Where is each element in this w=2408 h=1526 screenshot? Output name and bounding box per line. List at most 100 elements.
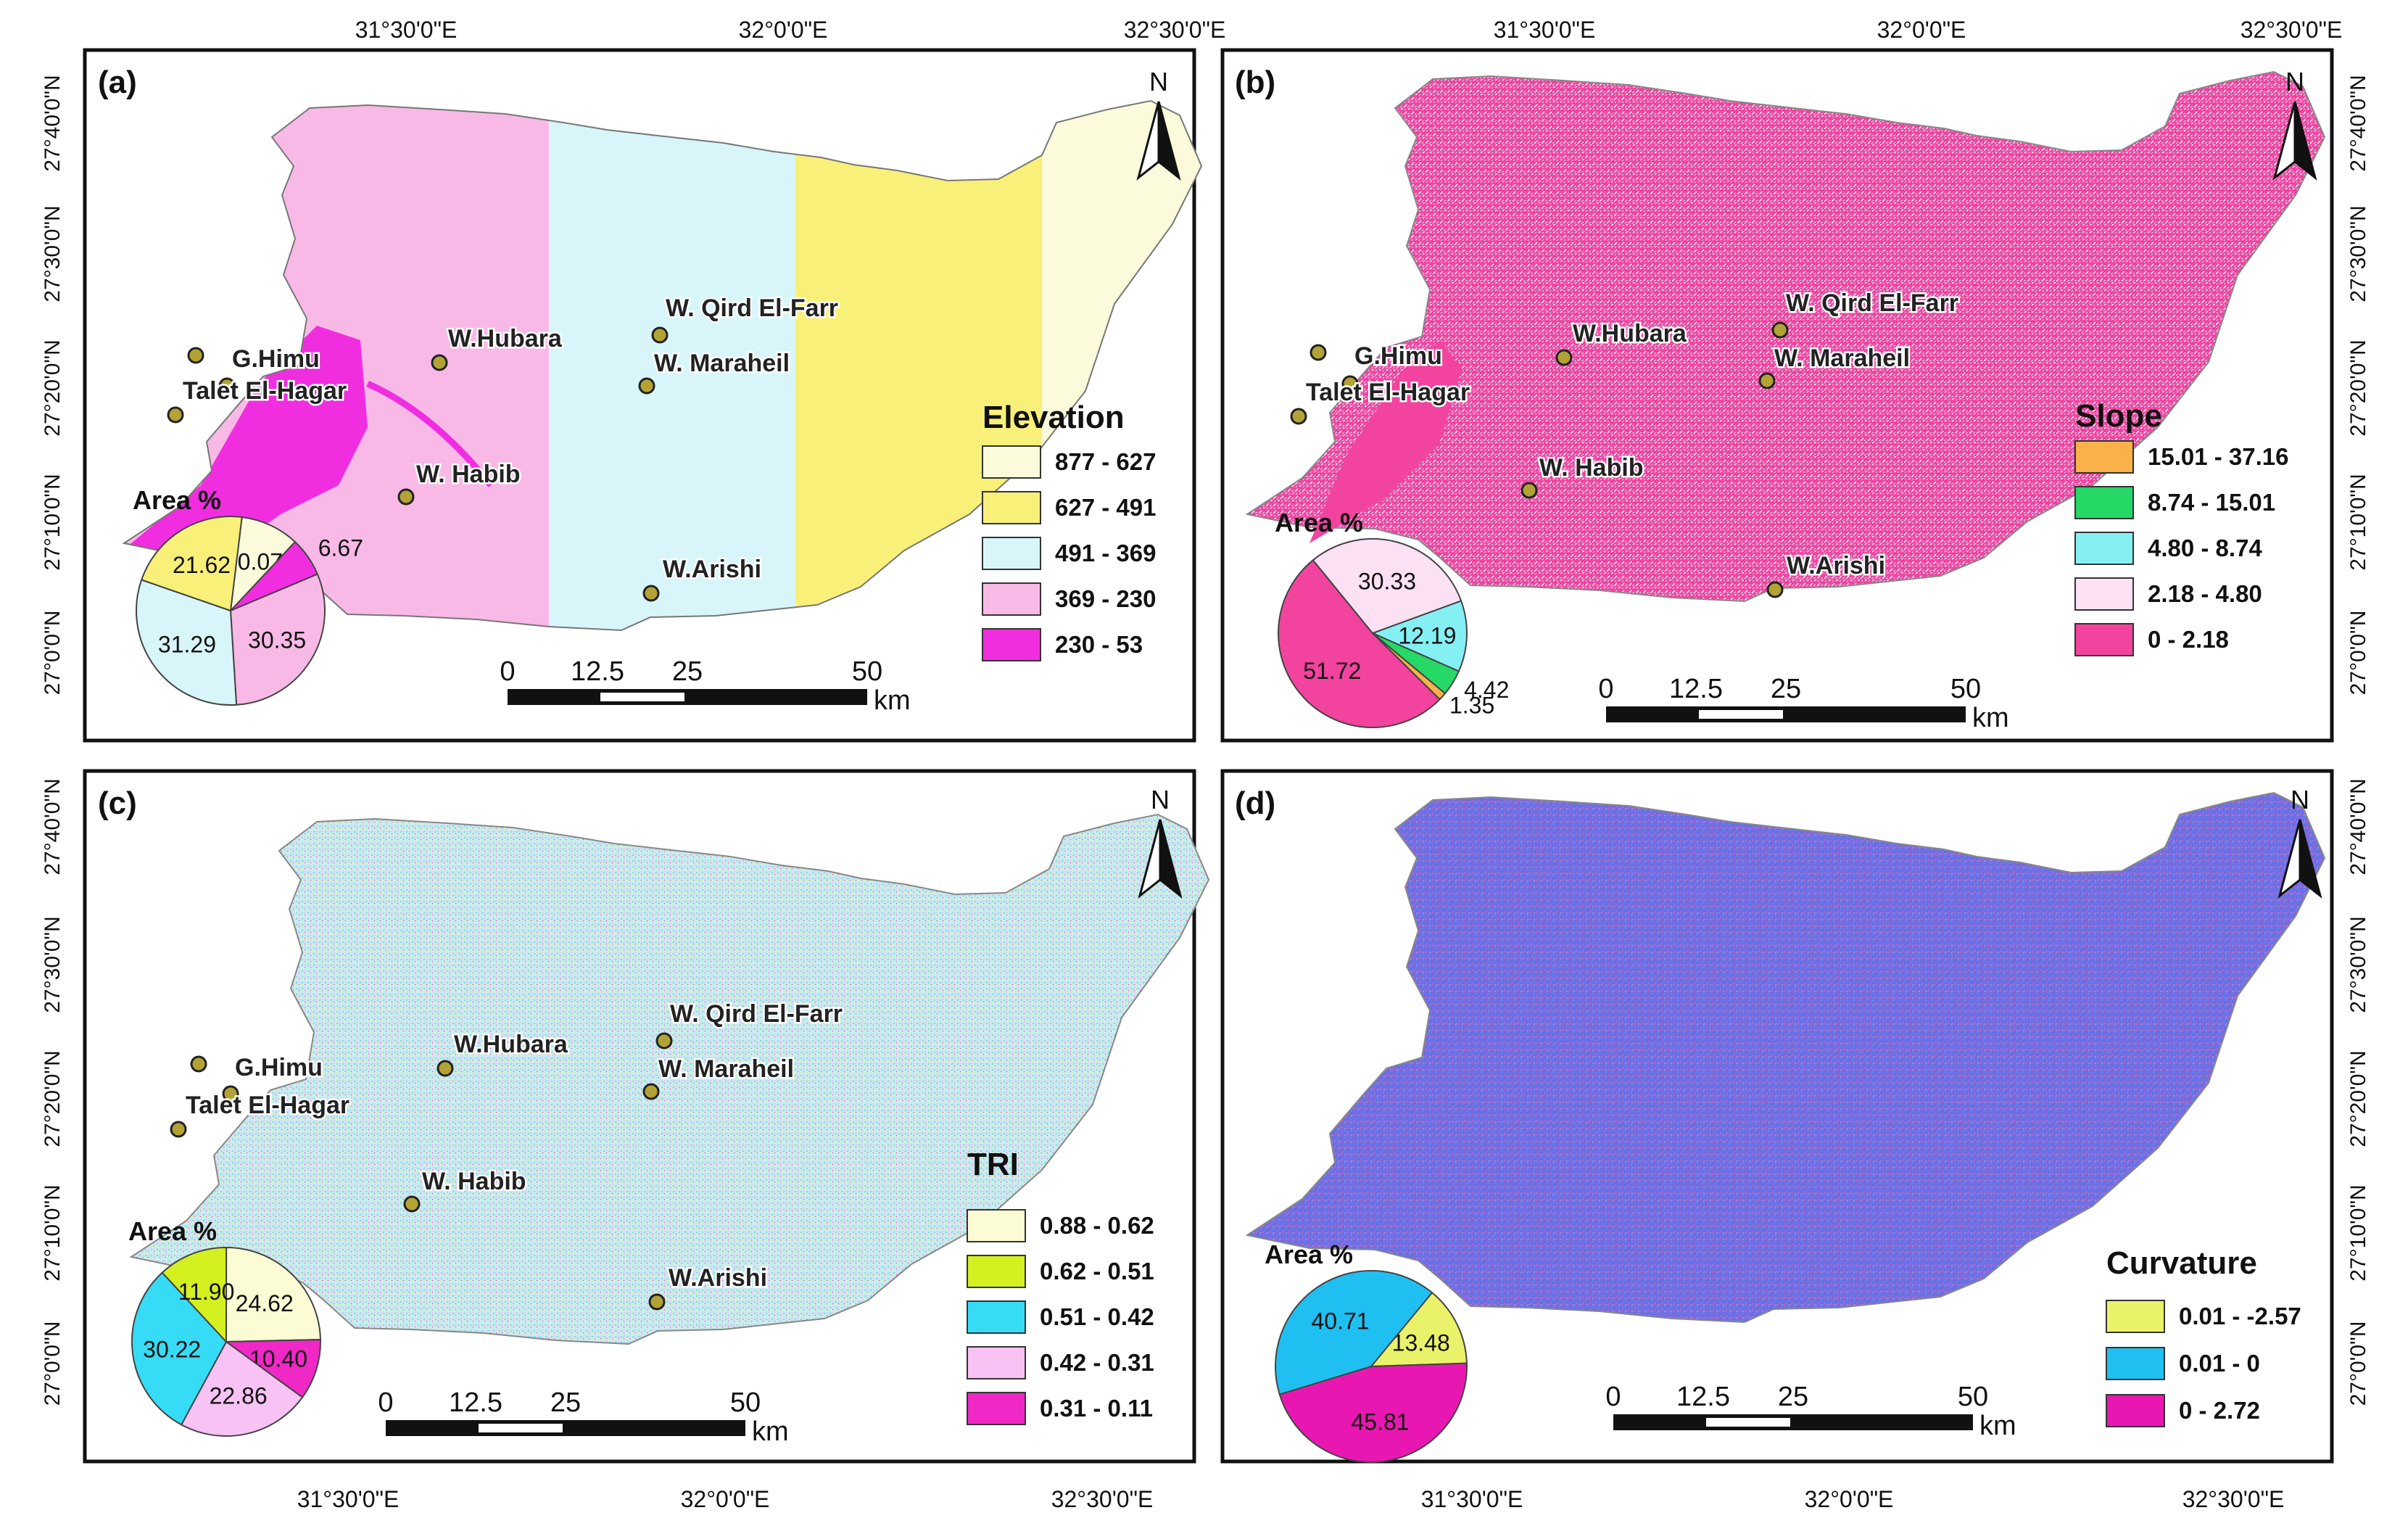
pie-slice bbox=[1275, 1270, 1433, 1395]
right-axis-label: 27°10'0"N bbox=[2346, 474, 2370, 570]
panel-a-frame bbox=[83, 48, 1196, 743]
panel-c-frame bbox=[83, 769, 1196, 1464]
legend: Slope 15.01 - 37.16 8.74 - 15.01 4.80 - 8.7… bbox=[2074, 398, 2289, 656]
location-label: G.Himu bbox=[1354, 342, 1442, 370]
bottom-axis-label: 32°0'0"E bbox=[1805, 1486, 1894, 1512]
flat-lake-area bbox=[1309, 340, 1462, 543]
north-label: N bbox=[1149, 67, 1168, 96]
bottom-axis-label: 31°30'0"E bbox=[1421, 1486, 1523, 1512]
pie-value-label: 30.22 bbox=[143, 1336, 201, 1362]
location-dot bbox=[170, 1121, 187, 1138]
legend-label: 0.62 - 0.51 bbox=[1040, 1258, 1154, 1284]
right-axis-label: 27°30'0"N bbox=[2346, 916, 2370, 1012]
legend-label: 491 - 369 bbox=[1055, 540, 1156, 566]
top-axis-label: 31°30'0"E bbox=[355, 17, 458, 43]
legend-swatch bbox=[2074, 623, 2134, 656]
bottom-axis-label: 32°30'0"E bbox=[2182, 1486, 2285, 1512]
location-dot bbox=[431, 354, 448, 371]
pie-value-label: 21.62 bbox=[173, 552, 231, 578]
location-label: W. Maraheil bbox=[658, 1055, 794, 1083]
pie-title: Area % bbox=[128, 1216, 217, 1246]
scale-tick-label: 0 bbox=[1605, 1382, 1621, 1412]
left-axis-label: 27°40'0"N bbox=[41, 778, 65, 875]
location-dot bbox=[167, 406, 184, 424]
wadi-channel bbox=[366, 380, 494, 487]
panel-tag: (d) bbox=[1235, 785, 1275, 821]
legend-label: 4.80 - 8.74 bbox=[2148, 535, 2262, 561]
location-dot bbox=[1771, 321, 1789, 339]
pie-slice bbox=[224, 1338, 321, 1399]
panel-b: (b) N G.Himu Talet El-Hagar W.Hubara W. Qird … bbox=[1235, 65, 2326, 733]
location-dot bbox=[638, 377, 655, 395]
pie-value-label: 31.29 bbox=[158, 632, 216, 658]
panel-b-frame bbox=[1220, 48, 2334, 743]
north-label: N bbox=[2285, 67, 2304, 96]
location-label: Talet El-Hagar bbox=[183, 377, 347, 405]
pie-value-label: 22.86 bbox=[210, 1383, 268, 1409]
location-label: W. Qird El-Farr bbox=[666, 294, 838, 322]
right-axis-label: 27°20'0"N bbox=[2346, 1050, 2370, 1147]
location-dot bbox=[642, 1083, 660, 1100]
legend-label: 15.01 - 37.16 bbox=[2148, 443, 2289, 470]
location-dot bbox=[190, 1055, 207, 1073]
scale-unit: km bbox=[752, 1416, 789, 1447]
scale-segment bbox=[1613, 1414, 1973, 1430]
scale-unit: km bbox=[1972, 703, 2009, 733]
right-axis-label: 27°10'0"N bbox=[2346, 1184, 2370, 1281]
legend-swatch bbox=[2074, 577, 2134, 611]
location-label: G.Himu bbox=[235, 1054, 323, 1081]
elevation-band bbox=[795, 101, 1042, 630]
legend-title: Curvature bbox=[2106, 1245, 2257, 1281]
scale-tick-label: 0 bbox=[378, 1387, 393, 1418]
location-dot bbox=[436, 1060, 454, 1077]
panel-tag: (c) bbox=[98, 785, 137, 821]
scale-tick-label: 50 bbox=[1950, 674, 1981, 704]
top-axis-label: 32°0'0"E bbox=[739, 17, 828, 43]
left-axis-label: 27°40'0"N bbox=[41, 75, 65, 171]
legend: Curvature 0.01 - -2.57 0.01 - 0 0 - 2.72 bbox=[2106, 1245, 2301, 1427]
left-axis-label: 27°0'0"N bbox=[41, 1321, 65, 1406]
low-elevation-lake bbox=[124, 326, 368, 558]
pie-value-label: 4.42 bbox=[1464, 677, 1509, 703]
left-axis-label: 27°20'0"N bbox=[41, 1050, 65, 1147]
north-arrow: N bbox=[2277, 785, 2322, 899]
location-label: Talet El-Hagar bbox=[1306, 379, 1470, 406]
north-arrow: N bbox=[1136, 67, 1181, 181]
panel-a: (a) N G.Himu Talet El-Hagar W.Hubara W. Qird … bbox=[98, 65, 1203, 716]
north-arrow-right bbox=[1159, 819, 1183, 899]
location-dot bbox=[655, 1032, 673, 1049]
location-label: G.Himu bbox=[232, 345, 320, 373]
location-dot bbox=[1758, 372, 1776, 389]
panel-tag: (a) bbox=[98, 65, 137, 100]
legend-label: 877 - 627 bbox=[1055, 448, 1156, 475]
basin-raster bbox=[129, 813, 1210, 1345]
basin-raster bbox=[1245, 791, 2326, 1324]
scale-unit: km bbox=[874, 685, 911, 716]
legend-swatch bbox=[982, 537, 1041, 570]
pie-value-label: 13.48 bbox=[1392, 1329, 1450, 1356]
left-axis-label: 27°30'0"N bbox=[41, 205, 65, 302]
pie-value-label: 51.72 bbox=[1303, 658, 1361, 684]
pie-value-label: 24.62 bbox=[236, 1290, 294, 1316]
left-axis-label: 27°10'0"N bbox=[41, 1184, 65, 1281]
location-label: W.Hubara bbox=[448, 325, 563, 352]
pie-slice bbox=[1278, 1362, 1468, 1463]
right-axis-label: 27°40'0"N bbox=[2346, 75, 2370, 171]
location-markers: G.Himu Talet El-Hagar W.Hubara W. Qird El-F… bbox=[170, 999, 845, 1311]
location-markers: G.Himu Talet El-Hagar W.Hubara W. Qird El-F… bbox=[1290, 288, 1961, 598]
scale-tick-label: 12.5 bbox=[449, 1387, 502, 1418]
elevation-band bbox=[549, 101, 795, 630]
pie-slice bbox=[225, 1246, 321, 1343]
panel-tag: (b) bbox=[1235, 65, 1275, 100]
pie-title: Area % bbox=[1275, 508, 1363, 537]
scale-tick-label: 12.5 bbox=[1676, 1382, 1730, 1412]
location-label: W. Habib bbox=[416, 461, 521, 488]
legend-label: 0 - 2.72 bbox=[2179, 1397, 2260, 1424]
legend-swatch bbox=[2106, 1394, 2165, 1427]
right-axis-label: 27°0'0"N bbox=[2346, 611, 2370, 696]
scale-segment-light bbox=[1699, 710, 1783, 719]
